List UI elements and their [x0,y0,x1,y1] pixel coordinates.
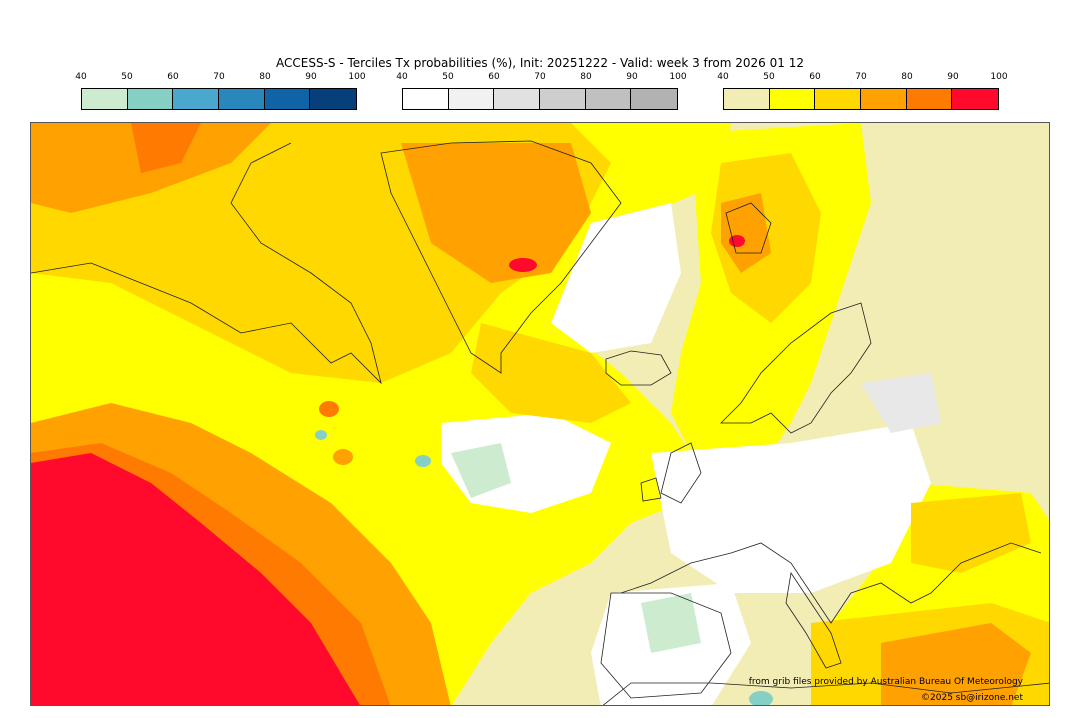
legend-tick-label: 60 [167,72,179,82]
legend-tick-label: 40 [717,72,729,82]
region-red-greenland [509,258,537,272]
region-orange-med-east [881,623,1031,705]
legend-tick-label: 80 [580,72,592,82]
legend-tick-label: 80 [259,72,271,82]
region-red-svalbard [729,235,745,247]
legend-swatch [403,89,449,109]
region-teal-spot-3 [749,691,773,705]
region-red-southwest [31,453,360,705]
coastline-svalbard [725,202,772,254]
coastline-canada [31,142,382,385]
probability-map: from grib files provided by Australian B… [30,122,1050,706]
legend-tick-label: 60 [809,72,821,82]
legend-tick-label: 50 [442,72,454,82]
region-teal-spot-1 [415,455,431,467]
legend-swatch [448,89,495,109]
source-credit: from grib files provided by Australian B… [748,677,1023,687]
legend-colorbar [402,88,678,110]
copyright-credit: ©2025 sb@irizone.net [921,693,1023,703]
legend-tick-label: 40 [75,72,87,82]
legend-tick-label: 50 [763,72,775,82]
legend-colorbar [81,88,357,110]
coastline-iceland [605,350,672,386]
legend-swatch [631,89,678,109]
region-white-europe [651,423,931,593]
region-white-greenland [551,203,681,353]
legend-tick-label: 100 [990,72,1008,82]
legend-swatch [494,89,541,109]
legend-swatch [769,89,816,109]
coastline-europe [620,542,1042,624]
legend-tick-label: 80 [901,72,913,82]
legend-swatch [724,89,770,109]
legend-ticks: 40 50 60 70 80 90 100 [396,72,686,84]
legend-tick-label: 70 [213,72,225,82]
region-red-atlantic-2 [333,449,353,465]
legend-tick-label: 70 [534,72,546,82]
legend-colorbar [723,88,999,110]
map-title: ACCESS-S - Terciles Tx probabilities (%)… [276,56,804,70]
region-green-iberia [641,593,701,653]
region-green-atlantic [451,443,511,498]
legend-swatch [264,89,311,109]
region-grey-russia [861,373,941,433]
legend-ticks: 40 50 60 70 80 90 100 [75,72,365,84]
legend-swatch [815,89,862,109]
legend-near-normal: 40 50 60 70 80 90 100 [396,72,687,112]
legend-ticks: 40 50 60 70 80 90 100 [717,72,1007,84]
legend-tick-label: 90 [305,72,317,82]
coastline-scandinavia [720,302,872,434]
legend-tick-label: 60 [488,72,500,82]
coastline-greenland [380,140,622,374]
region-red-atlantic [319,401,339,417]
legend-swatch [861,89,907,109]
map-canvas [31,123,1049,705]
coastline-iberia [600,592,732,699]
legend-tick-label: 70 [855,72,867,82]
coastline-british-isles [640,442,702,504]
coastline-italy [785,571,842,669]
legend-tick-label: 100 [669,72,687,82]
legend-tick-label: 90 [626,72,638,82]
legend-swatch [585,89,632,109]
coastline-africa [602,682,1049,705]
legend-swatch [219,89,265,109]
legend-swatch [952,89,999,109]
legend-swatch [540,89,586,109]
region-teal-spot-2 [315,430,327,440]
region-orange-greenland [401,143,591,283]
coastlines [31,140,1049,705]
legend-below-normal: 40 50 60 70 80 90 100 [75,72,366,112]
legend-tick-label: 40 [396,72,408,82]
region-gold-blacksea [911,493,1031,573]
legend-swatch [82,89,128,109]
legend-swatch [127,89,174,109]
legend-tick-label: 50 [121,72,133,82]
legend-swatch [310,89,357,109]
legend-tick-label: 100 [348,72,366,82]
region-gold-greenland-se [471,323,631,423]
legend-tick-label: 90 [947,72,959,82]
legend-swatch [906,89,953,109]
region-darkorange-nw [131,123,201,173]
legend-above-normal: 40 50 60 70 80 90 100 [717,72,1008,112]
legend-swatch [173,89,220,109]
